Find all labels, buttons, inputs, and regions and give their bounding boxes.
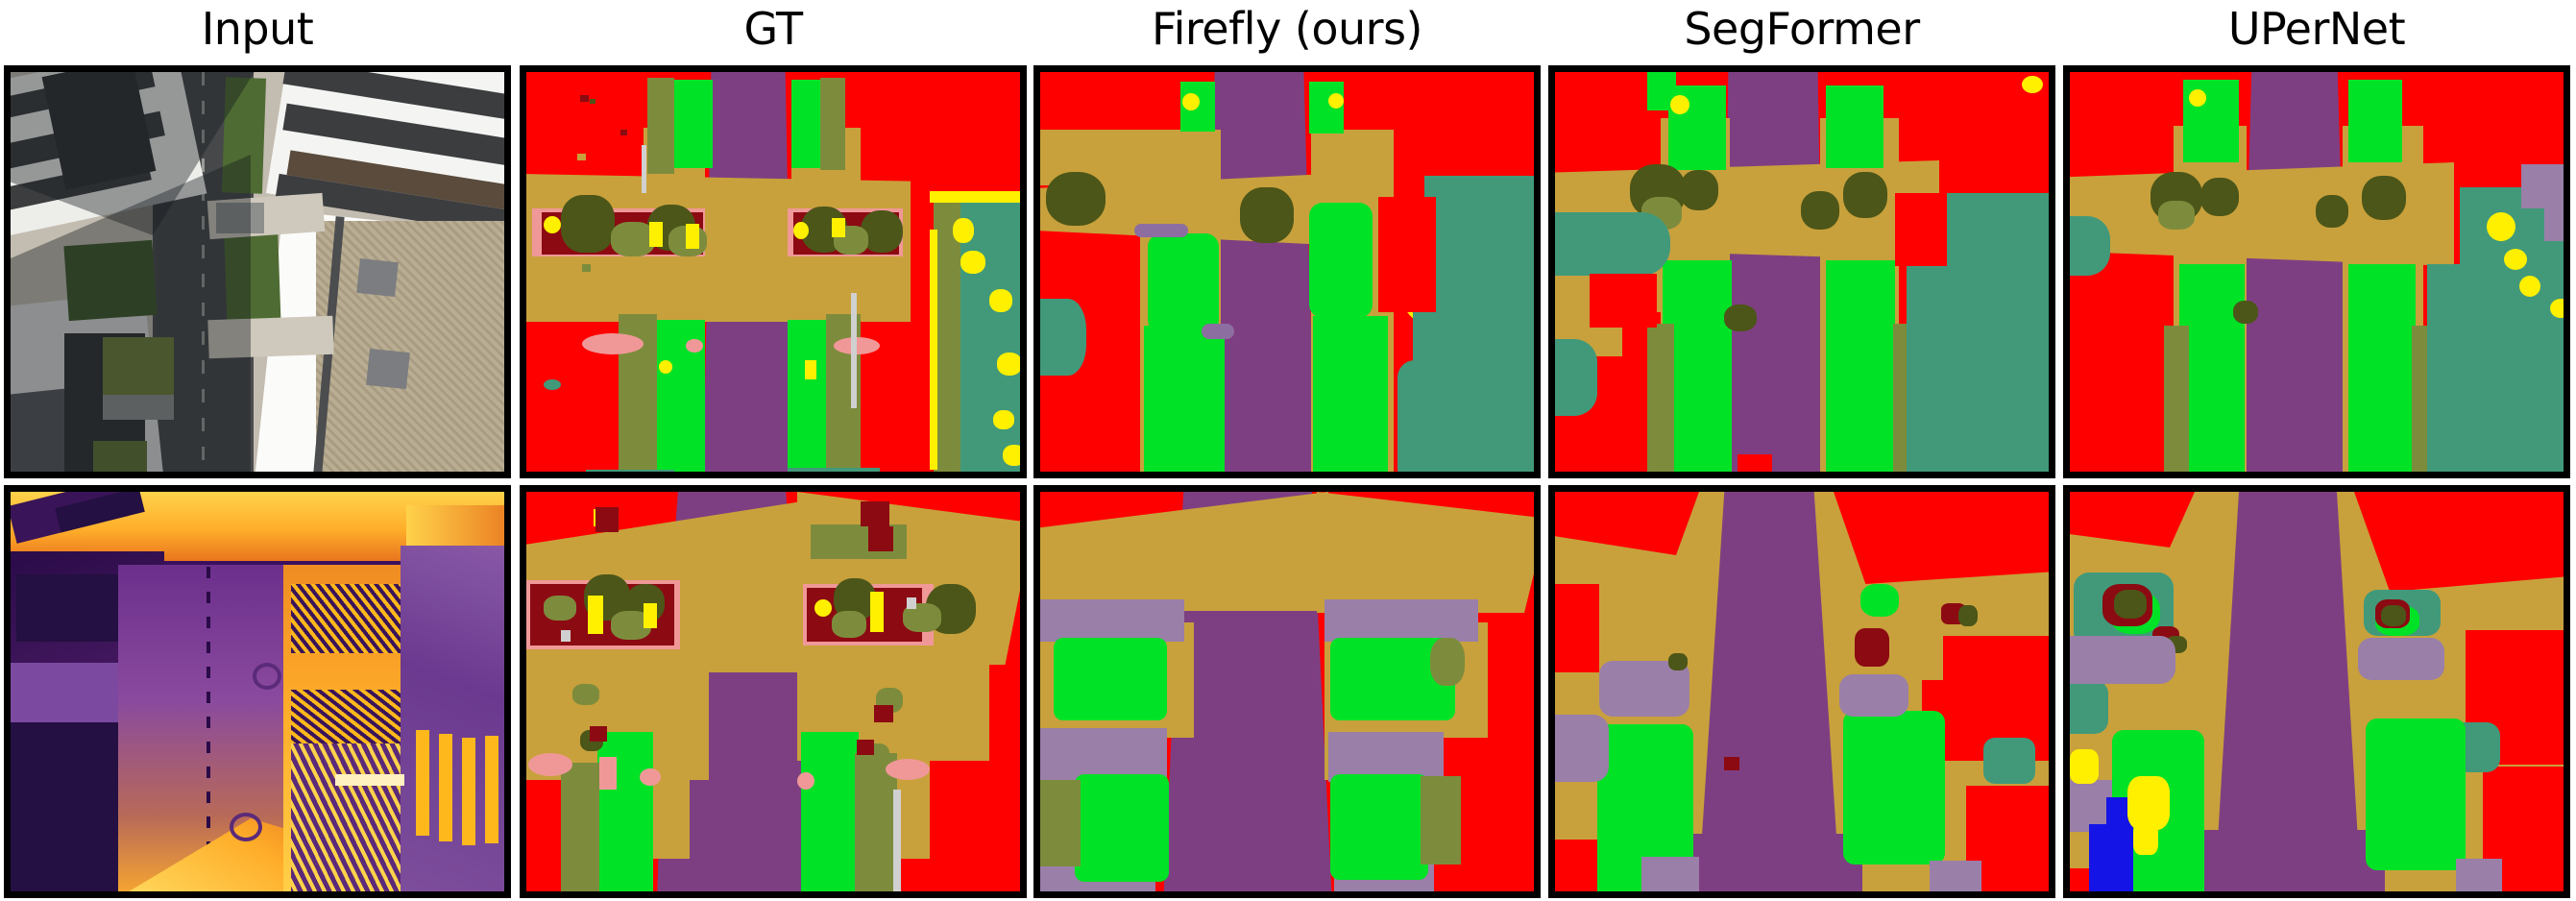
column-header-segformer-label: SegFormer: [1684, 3, 1920, 55]
panel-input-rgb: [4, 65, 511, 478]
panel-segformer-thermal-mask: [1555, 492, 2049, 891]
column-header-segformer: SegFormer: [1548, 0, 2055, 60]
panel-input-rgb-image: [11, 72, 504, 472]
panel-segformer-rgb: [1548, 65, 2055, 478]
panel-segformer-rgb-mask: [1555, 72, 2049, 472]
column-header-upernet: UPerNet: [2063, 0, 2570, 60]
panel-firefly-thermal-mask: [1040, 492, 1534, 891]
column-header-input: Input: [4, 0, 511, 60]
column-header-input-label: Input: [201, 3, 314, 55]
panel-firefly-rgb: [1033, 65, 1541, 478]
panel-gt-rgb: [520, 65, 1027, 478]
panel-input-thermal-image: [11, 492, 504, 891]
panel-gt-rgb-mask: [526, 72, 1020, 472]
column-header-gt: GT: [520, 0, 1027, 60]
panel-upernet-rgb-mask: [2070, 72, 2564, 472]
panel-upernet-rgb: [2063, 65, 2570, 478]
panel-input-thermal: [4, 485, 511, 898]
panel-firefly-thermal: [1033, 485, 1541, 898]
panel-gt-thermal-mask: [526, 492, 1020, 891]
column-header-firefly: Firefly (ours): [1033, 0, 1541, 60]
column-header-firefly-label: Firefly (ours): [1152, 3, 1422, 55]
panel-firefly-rgb-mask: [1040, 72, 1534, 472]
panel-upernet-thermal: [2063, 485, 2570, 898]
panel-segformer-thermal: [1548, 485, 2055, 898]
panel-upernet-thermal-mask: [2070, 492, 2564, 891]
column-header-upernet-label: UPerNet: [2227, 3, 2406, 55]
panel-gt-thermal: [520, 485, 1027, 898]
column-header-gt-label: GT: [743, 3, 803, 55]
